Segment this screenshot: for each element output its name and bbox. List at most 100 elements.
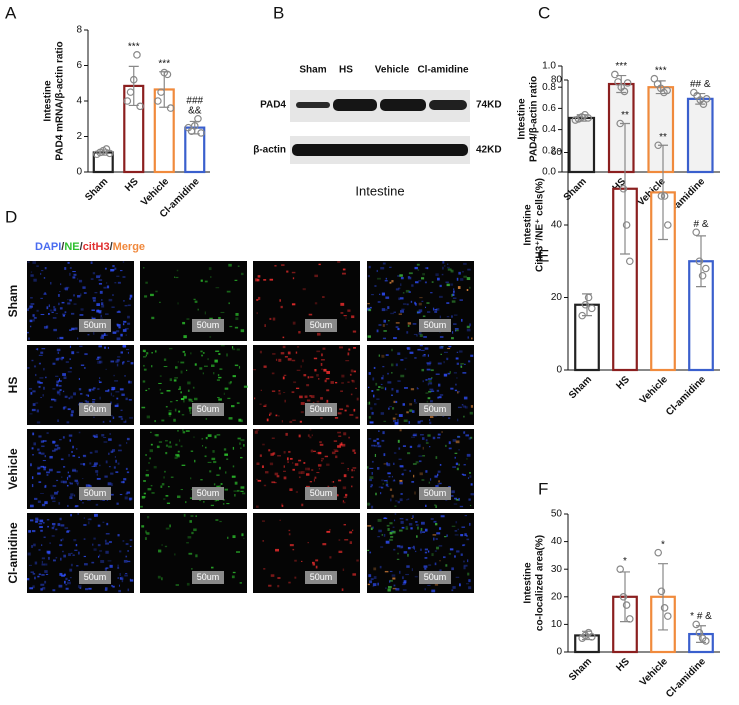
speckle (370, 578, 374, 580)
speckle (437, 483, 440, 485)
speckle (443, 373, 448, 377)
speckle (53, 525, 55, 528)
speckle (126, 442, 128, 444)
speckle (269, 413, 271, 417)
speckle (420, 530, 422, 534)
speckle (344, 409, 347, 412)
speckle (356, 559, 359, 562)
speckle (439, 346, 444, 349)
speckle (400, 358, 404, 361)
data-point (692, 228, 701, 237)
speckle (285, 432, 288, 436)
speckle (148, 388, 150, 390)
scale-label: 50um (310, 404, 333, 414)
blot-band (296, 102, 330, 108)
speckle (177, 495, 181, 499)
speckle (402, 292, 405, 294)
speckle (91, 316, 93, 320)
speckle (103, 333, 106, 337)
speckle (470, 436, 473, 439)
speckle (165, 440, 168, 442)
speckle (397, 287, 401, 290)
speckle (168, 347, 173, 350)
speckle (104, 589, 108, 591)
speckle (385, 323, 388, 326)
speckle (319, 443, 324, 446)
speckle (94, 292, 98, 294)
row-label: Sham (6, 285, 20, 318)
speckle (111, 386, 116, 390)
speckle (54, 491, 58, 495)
speckle (337, 261, 341, 263)
speckle (326, 370, 331, 374)
speckle (115, 391, 120, 393)
speckle (409, 403, 413, 406)
speckle (232, 465, 235, 468)
speckle (83, 463, 86, 466)
speckle (372, 583, 377, 587)
speckle (390, 363, 394, 367)
speckle (101, 304, 105, 308)
speckle (161, 577, 163, 581)
speckle (121, 393, 125, 396)
speckle (128, 399, 132, 401)
speckle (345, 317, 347, 320)
speckle (469, 505, 472, 507)
speckle (96, 477, 101, 480)
speckle (398, 414, 403, 417)
speckle (427, 378, 432, 380)
speckle (425, 379, 428, 381)
speckle (377, 536, 381, 538)
x-tick-label: HS (614, 656, 632, 674)
speckle (264, 471, 269, 474)
data-point (194, 114, 202, 123)
speckle (427, 397, 431, 400)
speckle (92, 297, 96, 300)
speckle (80, 393, 83, 395)
speckle (352, 529, 354, 531)
speckle (407, 322, 412, 325)
speckle (380, 383, 383, 386)
speckle (326, 530, 331, 533)
speckle (240, 329, 245, 333)
speckle (400, 520, 404, 524)
speckle (116, 502, 119, 505)
speckle (36, 518, 40, 522)
speckle (62, 466, 66, 468)
speckle (400, 374, 405, 378)
data-point (702, 95, 711, 103)
scale-label: 50um (84, 320, 107, 330)
speckle (210, 276, 212, 278)
speckle (394, 421, 399, 425)
speckle (424, 281, 427, 284)
speckle (446, 358, 448, 361)
speckle (27, 367, 30, 369)
speckle (389, 579, 393, 582)
speckle (427, 434, 431, 437)
speckle (205, 418, 208, 420)
speckle (32, 319, 35, 322)
speckle (438, 480, 440, 483)
speckle (340, 312, 344, 314)
speckle (156, 445, 160, 449)
speckle (329, 556, 332, 559)
speckle (269, 278, 274, 281)
speckle (41, 445, 45, 448)
speckle (260, 389, 262, 391)
error-bar (696, 625, 706, 643)
speckle (110, 450, 114, 454)
speckle (103, 286, 107, 289)
speckle (387, 485, 390, 488)
speckle (470, 337, 473, 340)
speckle (381, 377, 384, 380)
speckle (164, 470, 166, 473)
significance: *** (128, 41, 140, 52)
speckle (30, 504, 34, 508)
speckle (454, 534, 459, 536)
speckle (160, 392, 164, 394)
speckle (62, 390, 65, 393)
speckle (347, 469, 349, 472)
speckle (141, 406, 146, 409)
speckle (41, 563, 45, 566)
data-point (197, 129, 205, 137)
